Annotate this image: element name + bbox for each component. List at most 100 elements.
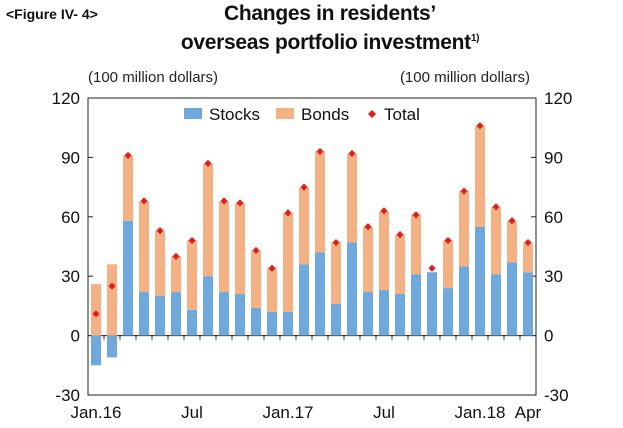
plot-frame: [87, 97, 537, 396]
total-marker: [172, 252, 180, 260]
bonds-bar: [315, 151, 325, 253]
total-marker: [460, 187, 468, 195]
bonds-bar: [331, 242, 341, 304]
bonds-bar: [123, 155, 133, 221]
total-marker: [204, 159, 212, 167]
bonds-bar: [139, 200, 149, 293]
x-tick-label: Apr: [515, 403, 542, 422]
total-marker: [428, 264, 436, 272]
bonds-bar: [459, 191, 469, 267]
bonds-bar: [363, 226, 373, 293]
bonds-bar: [107, 264, 117, 336]
total-marker: [92, 310, 100, 318]
stocks-bar: [219, 292, 229, 336]
y-tick-label-right: 120: [544, 89, 572, 108]
stocks-bar: [459, 266, 469, 336]
stocks-bar: [395, 294, 405, 336]
stocks-bar: [379, 290, 389, 336]
y-tick-label-left: 120: [52, 89, 80, 108]
stocks-bar: [203, 276, 213, 336]
y-tick-label-left: 0: [71, 327, 80, 346]
total-marker: [492, 203, 500, 211]
bonds-bar: [443, 240, 453, 289]
total-marker: [140, 197, 148, 205]
total-marker: [380, 207, 388, 215]
y-tick-label-left: 30: [61, 267, 80, 286]
stocks-bar: [155, 296, 165, 336]
total-marker: [412, 211, 420, 219]
total-marker: [332, 238, 340, 247]
bonds-bar: [395, 234, 405, 295]
stocks-bar: [171, 292, 181, 336]
stocks-bar: [123, 220, 133, 336]
bonds-bar: [219, 200, 229, 293]
y-tick-label-right: 90: [544, 148, 563, 167]
axes-group: -30 -30 0 0 30 30 60 60 90 90 120 120 Jan.16 Jul Jan.1…: [52, 89, 573, 422]
bonds-bar: [203, 163, 213, 277]
x-tick-label: Jan.18: [454, 403, 505, 422]
total-marker: [236, 199, 244, 207]
stocks-bar: [331, 303, 341, 336]
stocks-bar: [91, 335, 101, 366]
total-marker: [364, 223, 372, 231]
x-tick-label: Jan.16: [70, 403, 121, 422]
total-marker: [508, 217, 516, 225]
bonds-bar: [91, 284, 101, 336]
total-marker: [124, 151, 132, 160]
legend: Stocks Bonds Total: [184, 105, 420, 124]
bonds-bar: [379, 210, 389, 291]
stocks-bar: [507, 262, 517, 336]
y-tick-label-left: 90: [61, 148, 80, 167]
bonds-bar: [187, 240, 197, 310]
stocks-bar: [523, 272, 533, 336]
total-marker: [396, 231, 404, 239]
y-tick-label-left: -30: [55, 386, 80, 405]
legend-label-bonds: Bonds: [301, 105, 349, 124]
total-marker: [220, 197, 228, 205]
title-footnote: 1): [470, 33, 480, 44]
total-marker: [188, 236, 196, 245]
chart-title-line-2: overseas portfolio investment1): [150, 31, 510, 55]
bonds-bar: [267, 268, 277, 312]
figure-label: <Figure IV- 4>: [6, 6, 98, 22]
total-marker: [252, 246, 260, 255]
stocks-bar: [107, 335, 117, 358]
stocks-bar: [139, 292, 149, 336]
total-marker: [524, 238, 532, 247]
y-tick-label-left: 60: [61, 208, 80, 227]
bonds-bar: [171, 256, 181, 293]
stocks-bar: [187, 309, 197, 336]
total-marker: [444, 236, 452, 245]
legend-swatch-bonds: [276, 108, 294, 119]
legend-swatch-stocks: [184, 108, 202, 119]
total-marker: [476, 122, 484, 130]
stocks-bar: [283, 311, 293, 336]
right-unit-label: (100 million dollars): [400, 69, 530, 86]
left-unit-label: (100 million dollars): [88, 69, 218, 86]
stocks-bar: [443, 288, 453, 336]
x-tick-label: Jan.17: [262, 403, 313, 422]
total-marker: [316, 147, 324, 156]
bonds-bar: [411, 214, 421, 275]
y-tick-label-right: -30: [544, 386, 569, 405]
bonds-bar: [491, 206, 501, 275]
y-tick-label-right: 60: [544, 208, 563, 227]
legend-label-total: Total: [384, 105, 420, 124]
total-marker: [268, 264, 276, 272]
stocks-bar: [299, 264, 309, 336]
bonds-bar: [251, 250, 261, 308]
stocks-bar: [267, 311, 277, 336]
bonds-bar: [523, 242, 533, 273]
bonds-bar: [507, 220, 517, 263]
legend-label-stocks: Stocks: [209, 105, 260, 124]
y-tick-label-right: 30: [544, 267, 563, 286]
total-markers-group: [92, 122, 532, 318]
legend-marker-total: [368, 110, 376, 118]
bonds-bar: [347, 153, 357, 243]
bonds-bar: [235, 202, 245, 295]
stocks-bar: [363, 292, 373, 336]
bonds-bar: [299, 187, 309, 265]
stocks-bar: [427, 272, 437, 336]
stocks-bar: [235, 294, 245, 336]
